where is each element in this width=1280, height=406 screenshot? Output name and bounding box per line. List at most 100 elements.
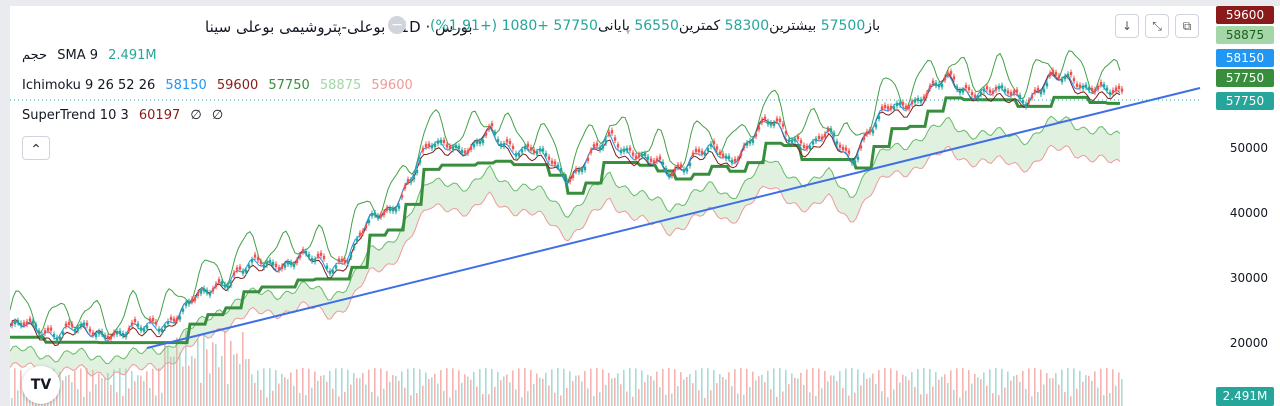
candle-body xyxy=(538,148,542,152)
candle-body xyxy=(1075,83,1079,87)
candle-body xyxy=(661,161,665,165)
candle-body xyxy=(853,160,857,164)
volume-bar xyxy=(749,387,751,406)
candle-body xyxy=(541,148,545,152)
volume-bar xyxy=(266,397,268,406)
volume-bar xyxy=(698,390,700,406)
volume-bar xyxy=(434,373,436,406)
candle-body xyxy=(928,85,932,89)
candle-body xyxy=(526,143,530,147)
volume-bar xyxy=(392,375,394,406)
ichimoku-legend[interactable]: Ichimoku 9 26 52 26 58150 59600 57750 58… xyxy=(22,78,419,93)
candle-body xyxy=(805,145,809,150)
candle-body xyxy=(1120,88,1124,92)
candle-body xyxy=(274,263,278,267)
volume-bar xyxy=(395,375,397,406)
volume-bar xyxy=(1013,375,1015,406)
volume-bar xyxy=(215,344,217,406)
volume-bar xyxy=(926,393,928,406)
candle-body xyxy=(568,178,572,182)
volume-bar xyxy=(356,378,358,406)
volume-bar xyxy=(224,330,226,406)
candle-body xyxy=(364,225,368,229)
volume-bar xyxy=(590,368,592,406)
candle-body xyxy=(472,143,476,147)
candle-body xyxy=(277,267,281,271)
volume-bar xyxy=(731,386,733,406)
candle-body xyxy=(1072,78,1076,82)
volume-bar xyxy=(56,387,58,406)
candle-body xyxy=(451,146,455,150)
candle-body xyxy=(892,106,896,110)
candle-body xyxy=(1081,85,1085,89)
candle-body xyxy=(115,331,119,335)
candle-body xyxy=(91,332,95,336)
candle-body xyxy=(181,308,185,312)
candle-body xyxy=(1015,89,1019,93)
volume-legend[interactable]: حجم SMA 9 2.491M xyxy=(22,48,163,63)
volume-bar xyxy=(854,392,856,406)
candle-body xyxy=(1021,100,1025,104)
candle-body xyxy=(82,322,86,326)
volume-bar xyxy=(890,368,892,406)
candle-body xyxy=(193,297,197,301)
candle-body xyxy=(499,143,503,147)
volume-bar xyxy=(197,338,199,406)
volume-bar xyxy=(584,371,586,406)
chart-canvas[interactable] xyxy=(10,6,1280,406)
volume-bar xyxy=(11,398,13,406)
candle-body xyxy=(118,330,122,334)
candle-body xyxy=(769,122,773,126)
volume-bar xyxy=(695,370,697,406)
candle-body xyxy=(109,335,113,339)
volume-bar xyxy=(368,369,370,406)
volume-bar xyxy=(686,377,688,406)
volume-bar xyxy=(1067,368,1069,406)
candle-body xyxy=(610,130,614,134)
candle-body xyxy=(340,258,344,262)
volume-bar xyxy=(932,386,934,406)
volume-bar xyxy=(683,379,685,406)
volume-bar xyxy=(401,371,403,406)
candle-body xyxy=(202,288,206,292)
candle-body xyxy=(298,254,302,258)
volume-bar xyxy=(836,381,838,406)
volume-bar xyxy=(1100,368,1102,406)
candle-body xyxy=(1057,75,1061,79)
volume-bar xyxy=(803,385,805,406)
collapse-legend-button[interactable]: ⌃ xyxy=(22,136,50,160)
ichimoku-base: 59600 xyxy=(216,78,259,93)
volume-bar xyxy=(344,391,346,406)
candle-body xyxy=(682,169,686,173)
candle-body xyxy=(637,154,641,158)
candle-body xyxy=(550,160,554,164)
candle-body xyxy=(373,212,377,216)
ichimoku-label: Ichimoku 9 26 52 26 xyxy=(22,78,156,93)
volume-bar xyxy=(572,381,574,406)
supertrend-legend[interactable]: SuperTrend 10 3 60197 ∅ ∅ xyxy=(22,108,229,123)
candle-body xyxy=(13,320,17,325)
volume-bar xyxy=(398,380,400,406)
candle-body xyxy=(811,141,815,145)
ichimoku-lagging: 57750 xyxy=(268,78,310,93)
volume-bar xyxy=(281,373,283,406)
volume-bar xyxy=(503,376,505,406)
collapse-button[interactable]: ⤡ xyxy=(1145,14,1169,38)
candle-body xyxy=(871,130,875,134)
tradingview-logo[interactable]: TV xyxy=(22,366,60,404)
volume-bar xyxy=(578,375,580,406)
volume-bar xyxy=(680,372,682,406)
volume-bar xyxy=(350,384,352,406)
volume-sma-label: SMA 9 xyxy=(57,48,98,63)
volume-bar xyxy=(359,378,361,406)
y-tick-20000-text: 20000 xyxy=(1229,336,1268,350)
volume-bar xyxy=(950,370,952,406)
volume-bar xyxy=(800,372,802,406)
maximize-button[interactable]: ⧉ xyxy=(1175,14,1199,38)
minus-icon[interactable]: − xyxy=(388,16,406,34)
volume-bar xyxy=(959,397,961,406)
down-arrow-button[interactable]: ↓ xyxy=(1115,14,1139,38)
candle-body xyxy=(820,136,824,140)
candle-body xyxy=(604,140,608,144)
chart-pane[interactable]: بورس · 1D · بوعلی-پتروشیمی بوعلی سینا − … xyxy=(10,6,1280,406)
